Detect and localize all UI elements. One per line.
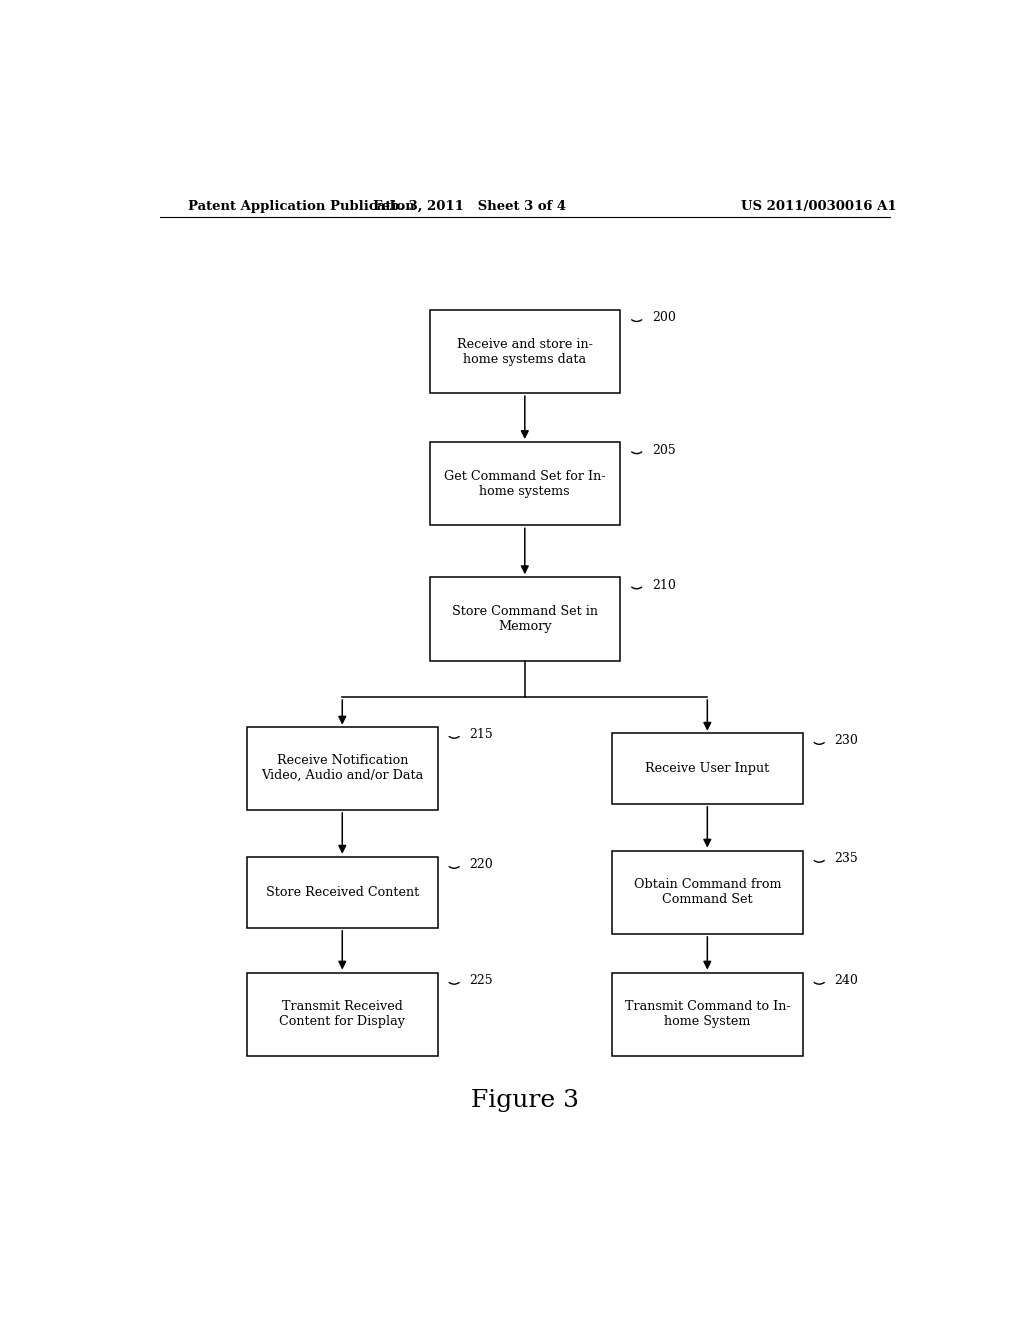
FancyBboxPatch shape	[430, 577, 620, 660]
Text: US 2011/0030016 A1: US 2011/0030016 A1	[740, 199, 896, 213]
Text: Receive and store in-
home systems data: Receive and store in- home systems data	[457, 338, 593, 366]
Text: Receive Notification
Video, Audio and/or Data: Receive Notification Video, Audio and/or…	[261, 754, 423, 783]
FancyBboxPatch shape	[430, 442, 620, 525]
Text: Receive User Input: Receive User Input	[645, 762, 769, 775]
Text: 240: 240	[835, 974, 858, 987]
Text: Transmit Received
Content for Display: Transmit Received Content for Display	[280, 1001, 406, 1028]
Text: 230: 230	[835, 734, 858, 747]
Text: 235: 235	[835, 853, 858, 865]
Text: Store Command Set in
Memory: Store Command Set in Memory	[452, 605, 598, 632]
Text: 205: 205	[652, 444, 676, 457]
FancyBboxPatch shape	[430, 310, 620, 393]
Text: Obtain Command from
Command Set: Obtain Command from Command Set	[634, 878, 781, 907]
FancyBboxPatch shape	[247, 857, 437, 928]
FancyBboxPatch shape	[612, 733, 803, 804]
Text: Transmit Command to In-
home System: Transmit Command to In- home System	[625, 1001, 791, 1028]
Text: Store Received Content: Store Received Content	[265, 886, 419, 899]
Text: 225: 225	[469, 974, 493, 987]
Text: Get Command Set for In-
home systems: Get Command Set for In- home systems	[444, 470, 605, 498]
Text: 220: 220	[469, 858, 493, 871]
Text: Feb. 3, 2011   Sheet 3 of 4: Feb. 3, 2011 Sheet 3 of 4	[373, 199, 566, 213]
Text: Patent Application Publication: Patent Application Publication	[187, 199, 415, 213]
Text: 210: 210	[652, 578, 676, 591]
FancyBboxPatch shape	[247, 726, 437, 810]
Text: Figure 3: Figure 3	[471, 1089, 579, 1113]
Text: 215: 215	[469, 729, 493, 742]
FancyBboxPatch shape	[612, 850, 803, 935]
FancyBboxPatch shape	[612, 973, 803, 1056]
FancyBboxPatch shape	[247, 973, 437, 1056]
Text: 200: 200	[652, 312, 676, 325]
